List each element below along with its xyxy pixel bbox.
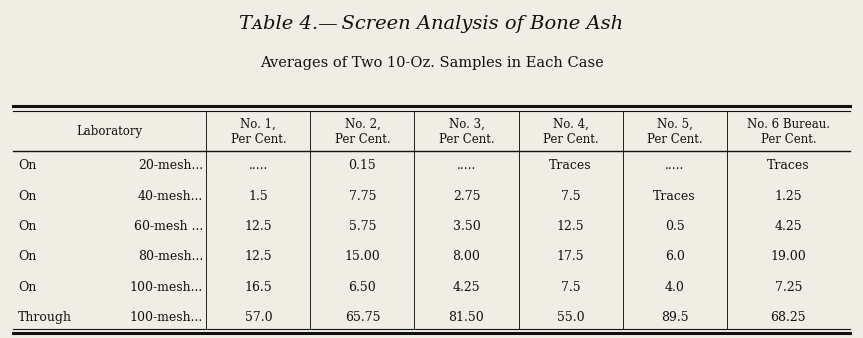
Text: No. 1,
Per Cent.: No. 1, Per Cent. [230, 118, 287, 146]
Text: 12.5: 12.5 [557, 220, 584, 233]
Text: 100-mesh...: 100-mesh... [129, 281, 203, 294]
Text: 19.00: 19.00 [771, 250, 806, 264]
Text: 80-mesh...: 80-mesh... [137, 250, 203, 264]
Text: On: On [18, 190, 36, 203]
Text: T: T [425, 15, 438, 33]
Text: No. 6 Bureau.
Per Cent.: No. 6 Bureau. Per Cent. [746, 118, 830, 146]
Text: 55.0: 55.0 [557, 311, 584, 324]
Text: 1.5: 1.5 [249, 190, 268, 203]
Text: 4.25: 4.25 [774, 220, 803, 233]
Text: Traces: Traces [653, 190, 696, 203]
Text: On: On [18, 250, 36, 264]
Text: Through: Through [18, 311, 72, 324]
Text: 4.25: 4.25 [453, 281, 481, 294]
Text: 89.5: 89.5 [661, 311, 689, 324]
Text: 8.00: 8.00 [452, 250, 481, 264]
Text: On: On [18, 159, 36, 172]
Text: 40-mesh...: 40-mesh... [137, 190, 203, 203]
Text: 60-mesh ...: 60-mesh ... [134, 220, 203, 233]
Text: 16.5: 16.5 [244, 281, 272, 294]
Text: .....: ..... [665, 159, 684, 172]
Text: 65.75: 65.75 [344, 311, 381, 324]
Text: 7.5: 7.5 [561, 190, 581, 203]
Text: No. 4,
Per Cent.: No. 4, Per Cent. [543, 118, 598, 146]
Text: Traces: Traces [767, 159, 809, 172]
Text: .....: ..... [249, 159, 268, 172]
Text: Tᴀble 4.— Screen Analysis of Bone Ash: Tᴀble 4.— Screen Analysis of Bone Ash [239, 15, 624, 33]
Text: No. 5,
Per Cent.: No. 5, Per Cent. [646, 118, 702, 146]
Text: 57.0: 57.0 [244, 311, 272, 324]
Text: No. 2,
Per Cent.: No. 2, Per Cent. [335, 118, 390, 146]
Text: 20-mesh...: 20-mesh... [138, 159, 203, 172]
Text: 17.5: 17.5 [557, 250, 584, 264]
Text: 12.5: 12.5 [244, 250, 272, 264]
Text: Traces: Traces [549, 159, 592, 172]
Text: 12.5: 12.5 [244, 220, 272, 233]
Text: Averages of Two 10-Oz. Samples in Each Case: Averages of Two 10-Oz. Samples in Each C… [260, 56, 603, 70]
Text: 7.75: 7.75 [349, 190, 376, 203]
Text: .....: ..... [457, 159, 476, 172]
Text: 81.50: 81.50 [449, 311, 484, 324]
Text: Laboratory: Laboratory [77, 125, 142, 139]
Text: 0.5: 0.5 [665, 220, 684, 233]
Text: 7.25: 7.25 [775, 281, 802, 294]
Text: 4.0: 4.0 [665, 281, 684, 294]
Text: No. 3,
Per Cent.: No. 3, Per Cent. [438, 118, 494, 146]
Text: On: On [18, 220, 36, 233]
Text: 3.50: 3.50 [452, 220, 481, 233]
Text: 7.5: 7.5 [561, 281, 581, 294]
Text: 100-mesh...: 100-mesh... [129, 311, 203, 324]
Text: 5.75: 5.75 [349, 220, 376, 233]
Text: 0.15: 0.15 [349, 159, 376, 172]
Text: 1.25: 1.25 [774, 190, 803, 203]
Text: 15.00: 15.00 [344, 250, 381, 264]
Text: 6.50: 6.50 [349, 281, 376, 294]
Text: 6.0: 6.0 [665, 250, 684, 264]
Text: 68.25: 68.25 [771, 311, 806, 324]
Text: 2.75: 2.75 [453, 190, 480, 203]
Text: On: On [18, 281, 36, 294]
